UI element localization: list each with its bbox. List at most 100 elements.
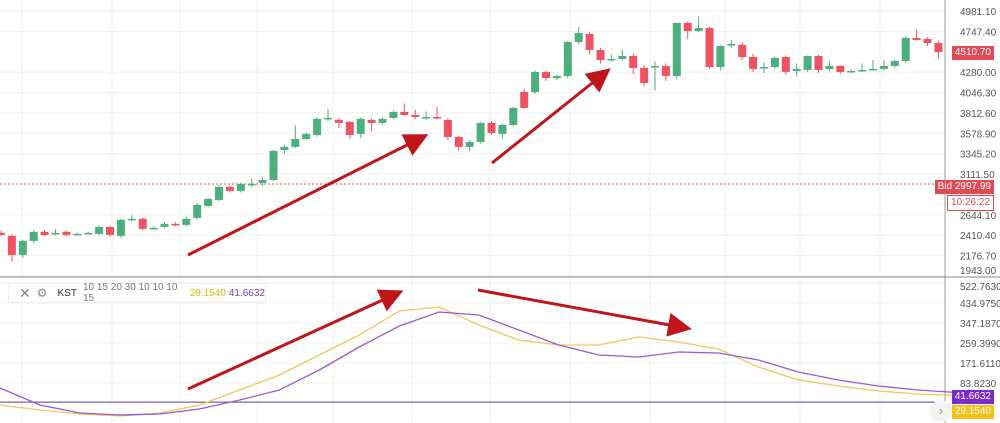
candle-body — [411, 114, 420, 117]
annotation-arrow — [477, 288, 692, 337]
indicator-value-signal: 29.1540 — [189, 287, 226, 299]
candle-body — [204, 198, 213, 206]
candle-body — [487, 122, 496, 133]
candle-body — [596, 49, 605, 60]
candle-body — [923, 39, 932, 44]
gear-icon[interactable]: ⚙ — [36, 286, 48, 300]
candle-body — [345, 121, 354, 135]
candle-body — [574, 32, 583, 42]
candle-body — [356, 118, 365, 134]
candle-body — [705, 28, 714, 68]
candle-body — [749, 56, 758, 69]
signal-value-label: 29.1540 — [951, 405, 994, 419]
candle-body — [760, 67, 768, 69]
candle-body — [378, 118, 387, 123]
candle-body — [302, 133, 311, 139]
candle-body — [367, 119, 376, 123]
candle-body — [389, 111, 398, 118]
candle-body — [454, 136, 463, 147]
candle-body — [465, 141, 474, 147]
candle-body — [912, 37, 921, 40]
last-price-label: 4510.70 — [951, 46, 994, 60]
candle-body — [116, 219, 125, 236]
candle-body — [433, 116, 441, 119]
annotation-arrow — [491, 68, 611, 165]
candle-body — [890, 60, 899, 66]
price-axis-tick: 4747.40 — [960, 27, 997, 38]
candle-body — [542, 71, 550, 78]
price-axis-tick: 1943.00 — [960, 266, 997, 277]
candle-body — [847, 70, 856, 73]
candle-body — [585, 33, 594, 50]
candle-body — [858, 69, 867, 72]
scroll-right-button[interactable]: › — [930, 400, 952, 422]
indicator-legend: ✕ ⚙ KST 10 15 20 30 10 10 10 15 29.1540 … — [8, 282, 266, 304]
signal-line — [0, 306, 959, 417]
candle-body — [727, 43, 736, 46]
candle-body — [40, 231, 49, 235]
candle-body — [171, 223, 180, 226]
indicator-name: KST — [57, 287, 77, 299]
candle-body — [269, 150, 278, 180]
candle-body — [313, 118, 322, 135]
price-axis-tick: 4046.30 — [960, 89, 997, 100]
price-axis-tick: 3578.90 — [960, 129, 997, 140]
candle-body — [814, 56, 823, 70]
price-axis-tick: 3345.20 — [960, 150, 997, 161]
candle-body — [607, 58, 616, 61]
candle-body — [901, 37, 910, 61]
kst-value-label: 41.6632 — [951, 390, 994, 404]
candle-body — [651, 65, 659, 68]
price-axis-tick: 3111.50 — [960, 170, 995, 181]
candle-body — [73, 233, 82, 236]
candle-body — [738, 44, 747, 57]
candle-body — [193, 204, 202, 218]
candle-body — [215, 186, 223, 200]
indicator-axis-tick: 259.3990 — [960, 339, 1000, 350]
candle-body — [18, 240, 27, 255]
candle-body — [324, 117, 332, 120]
candle-body — [879, 65, 888, 69]
candle-body — [84, 232, 93, 235]
candle-body — [629, 56, 638, 68]
candle-body — [781, 56, 790, 72]
candle-body — [138, 218, 147, 229]
candle-body — [520, 91, 529, 108]
candle-body — [618, 56, 627, 59]
candle-body — [443, 119, 452, 137]
price-axis-tick: 3812.60 — [960, 109, 997, 120]
candle-body — [106, 226, 114, 235]
price-axis-tick: 2410.40 — [960, 231, 997, 242]
candle-body — [803, 56, 812, 70]
indicator-value-kst: 41.6632 — [228, 287, 265, 299]
candle-body — [149, 227, 158, 230]
candle-body — [552, 75, 561, 78]
price-axis-tick: 4280.00 — [960, 68, 997, 79]
candle-body — [280, 146, 289, 150]
indicator-axis-tick: 434.9750 — [960, 299, 1000, 310]
candle-body — [825, 65, 834, 69]
candle-body — [498, 124, 507, 134]
close-icon[interactable]: ✕ — [19, 284, 31, 301]
candle-body — [661, 65, 670, 76]
candle-body — [683, 22, 692, 31]
candle-body — [291, 138, 300, 147]
indicator-axis-tick: 83.8230 — [960, 379, 997, 390]
candle-body — [236, 183, 245, 191]
candle-body — [792, 68, 801, 71]
indicator-axis-tick: 171.6110 — [960, 359, 1000, 370]
candle-body — [258, 179, 267, 183]
candle-body — [770, 57, 779, 68]
candle-body — [934, 43, 943, 53]
kst-line — [0, 311, 959, 416]
bid-label: Bid 2997.99 — [934, 180, 994, 194]
indicator-axis-tick: 347.1870 — [960, 319, 1000, 330]
candle-body — [422, 116, 431, 119]
candle-body — [476, 122, 485, 142]
candle-body — [869, 68, 877, 71]
candle-body — [672, 22, 681, 76]
price-axis-tick: 4981.10 — [960, 7, 997, 18]
candle-body — [182, 218, 191, 225]
candle-body — [95, 226, 104, 234]
